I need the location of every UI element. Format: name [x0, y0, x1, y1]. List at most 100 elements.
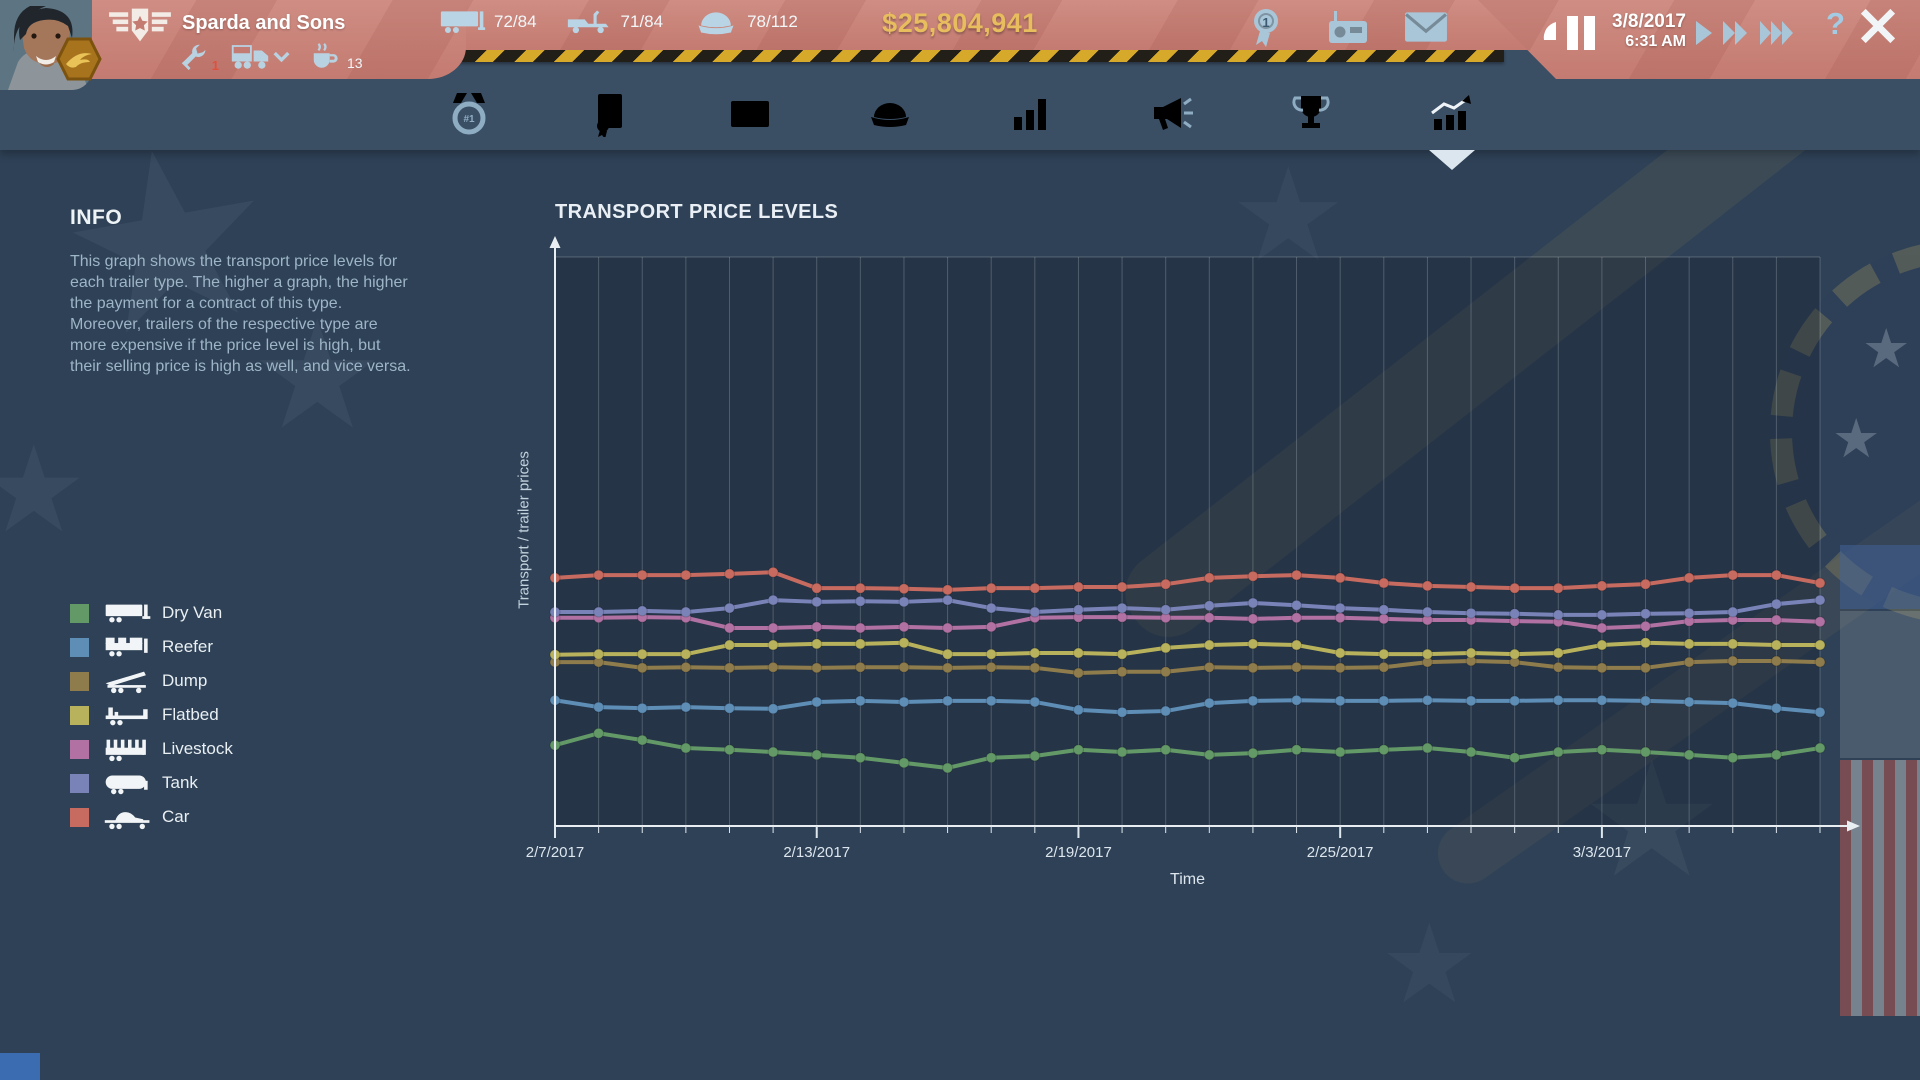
- legend-label: Flatbed: [162, 705, 219, 724]
- play-normal-button[interactable]: [1694, 20, 1714, 46]
- award-medal-button[interactable]: 1: [1248, 5, 1292, 49]
- livestock-trailer-icon: [103, 736, 153, 763]
- decoration-corner-square: [0, 1053, 40, 1080]
- flatbed-trailer-icon: [103, 702, 153, 729]
- radio-button[interactable]: [1326, 5, 1370, 49]
- decoration-shield-chief: [1840, 545, 1920, 609]
- trailer-icon: [440, 8, 486, 36]
- wrench-icon: [180, 43, 208, 71]
- truck-icon: [230, 41, 270, 71]
- tow-truck-icon: [567, 8, 613, 36]
- money-display[interactable]: $25,804,941: [882, 8, 1038, 38]
- coffee-icon: [310, 41, 340, 71]
- close-icon: [1858, 7, 1898, 45]
- fleet-stat[interactable]: 72/84: [440, 8, 537, 36]
- game-clock: 3/8/2017 6:31 AM: [1604, 11, 1686, 51]
- nav-item-achievements[interactable]: #1: [1288, 91, 1334, 137]
- legend-label: Reefer: [162, 637, 214, 656]
- mail-button[interactable]: [1404, 5, 1448, 49]
- game-time: 6:31 AM: [1625, 32, 1686, 50]
- truck-select-button[interactable]: [230, 39, 290, 71]
- play-fastest-button[interactable]: [1758, 20, 1798, 46]
- toolbar: 1 13: [180, 38, 363, 73]
- legend-swatch: [70, 739, 89, 759]
- fleet-stat-value: 71/84: [620, 12, 664, 31]
- legend-swatch: [70, 807, 89, 827]
- svg-text:2/25/2017: 2/25/2017: [1307, 844, 1374, 861]
- legend-label: Tank: [162, 773, 198, 792]
- svg-text:Time: Time: [1170, 871, 1205, 888]
- legend-item-livestock: Livestock: [70, 732, 233, 766]
- fleet-stat-value: 78/112: [747, 12, 798, 31]
- nav-item-rankings[interactable]: [1007, 91, 1053, 137]
- speed-controls: [1694, 20, 1798, 46]
- mail-icon: [1404, 5, 1448, 49]
- svg-text:2/19/2017: 2/19/2017: [1045, 844, 1112, 861]
- chart-title: TRANSPORT PRICE LEVELS: [555, 201, 839, 223]
- legend-label: Car: [162, 807, 190, 826]
- legend-label: Dump: [162, 671, 208, 690]
- rank-badge-icon[interactable]: [56, 36, 102, 82]
- award-medal-icon: [1248, 5, 1292, 49]
- svg-text:3/3/2017: 3/3/2017: [1573, 844, 1631, 861]
- info-paragraph: Moreover, trailers of the respective typ…: [70, 315, 411, 375]
- active-tab-pointer: [1429, 150, 1475, 170]
- nav-item-staff[interactable]: [867, 91, 913, 137]
- chart-legend: Dry Van Reefer Dump Flatbed Livestock Tank Car: [70, 596, 233, 834]
- coffee-count: 13: [347, 55, 363, 71]
- status-icons: 1: [1248, 5, 1448, 49]
- nav-item-contracts[interactable]: [586, 91, 632, 137]
- tank-trailer-icon: [103, 770, 153, 797]
- fleet-stat[interactable]: 71/84: [567, 8, 664, 36]
- legend-item-car: Car: [70, 800, 233, 834]
- sound-indicator-icon: [1542, 20, 1558, 42]
- nav-item-finances[interactable]: [727, 91, 773, 137]
- legend-swatch: [70, 705, 89, 725]
- legend-item-flatbed: Flatbed: [70, 698, 233, 732]
- legend-swatch: [70, 773, 89, 793]
- decoration-star: ★: [1580, 730, 1724, 909]
- nav-item-races[interactable]: #1: [446, 91, 492, 137]
- legend-item-dry-van: Dry Van: [70, 596, 233, 630]
- transport-price-chart: 2/7/2017 2/13/2017 2/19/2017 2/25/2017 3/3/2…: [526, 236, 1860, 888]
- close-button[interactable]: [1858, 7, 1898, 45]
- info-body: This graph shows the transport price lev…: [70, 252, 414, 378]
- nav-item-statistics[interactable]: [1428, 91, 1474, 137]
- pause-button[interactable]: [1564, 15, 1598, 51]
- legend-label: Livestock: [162, 739, 233, 758]
- legend-label: Dry Van: [162, 603, 223, 622]
- dump-trailer-icon: [103, 668, 153, 695]
- info-paragraph: This graph shows the transport price lev…: [70, 253, 408, 312]
- legend-item-dump: Dump: [70, 664, 233, 698]
- decoration-ribbon: [1426, 444, 1920, 896]
- svg-text:2/7/2017: 2/7/2017: [526, 844, 584, 861]
- chevron-down-icon: [273, 50, 290, 63]
- play-fast-button[interactable]: [1721, 20, 1751, 46]
- status-badge: 1: [1262, 14, 1270, 30]
- nav-item-marketing[interactable]: [1148, 91, 1194, 137]
- car-trailer-icon: [103, 804, 153, 831]
- radio-icon: [1326, 5, 1370, 49]
- legend-swatch: [70, 603, 89, 623]
- decoration-star: ★: [0, 423, 88, 557]
- fleet-stat[interactable]: 78/112: [693, 8, 798, 36]
- decoration-eagle-head: [1840, 611, 1920, 758]
- decoration-star: ★: [1230, 142, 1347, 288]
- driver-cap-icon: [693, 8, 739, 36]
- hazard-stripe: [448, 49, 1504, 62]
- coffee-break-button[interactable]: 13: [310, 39, 363, 71]
- help-button[interactable]: ?: [1826, 6, 1845, 41]
- maintenance-badge: 1: [211, 58, 219, 73]
- svg-text:#1: #1: [463, 114, 475, 125]
- legend-swatch: [70, 637, 89, 657]
- decoration-star: ★: [1380, 903, 1479, 1026]
- dry-van-trailer-icon: [103, 600, 153, 627]
- fleet-stats: 72/84 71/84 78/112: [440, 7, 798, 37]
- svg-text:2/13/2017: 2/13/2017: [783, 844, 850, 861]
- company-logo-icon: [106, 5, 174, 45]
- maintenance-button[interactable]: 1: [180, 39, 219, 73]
- decoration-eagle-emblem: ★ ★: [1770, 240, 1920, 624]
- company-name: Sparda and Sons: [182, 12, 346, 34]
- y-axis-label: Transport / trailer prices: [515, 451, 533, 609]
